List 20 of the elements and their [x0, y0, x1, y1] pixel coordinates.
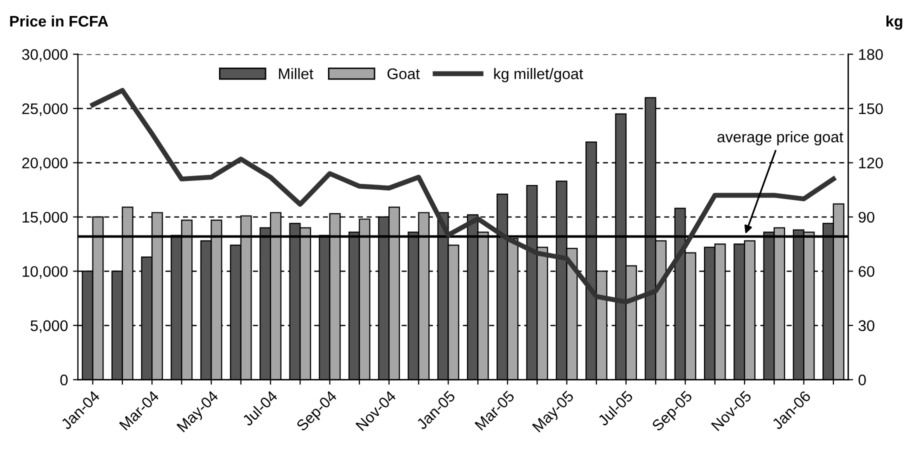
- y-tick-label: 0: [60, 374, 68, 386]
- y-axis-title: Price in FCFA: [10, 15, 108, 27]
- y-tick-label: 10,000: [22, 266, 68, 279]
- legend-label: kg millet/goat: [494, 68, 584, 82]
- y2-axis-title: kg: [886, 15, 902, 30]
- y-tick-label: 30,000: [22, 49, 68, 62]
- y2-tick-label: 120: [859, 158, 883, 168]
- y2-tick-label: 60: [858, 266, 874, 277]
- y-tick-label: 25,000: [22, 103, 68, 116]
- y-tick-label: 20,000: [22, 158, 68, 170]
- legend-label: Goat: [388, 68, 420, 80]
- y-tick-label: 15,000: [22, 212, 68, 224]
- y2-tick-label: 90: [858, 212, 874, 223]
- y2-tick-label: 0: [858, 374, 866, 386]
- y-tick-label: 5,000: [30, 320, 68, 333]
- y2-tick-label: 180: [859, 49, 883, 60]
- legend-label: Millet: [279, 68, 314, 80]
- annotation: average price goat: [717, 131, 844, 146]
- y2-tick-label: 30: [858, 320, 874, 332]
- y2-tick-label: 150: [859, 103, 883, 114]
